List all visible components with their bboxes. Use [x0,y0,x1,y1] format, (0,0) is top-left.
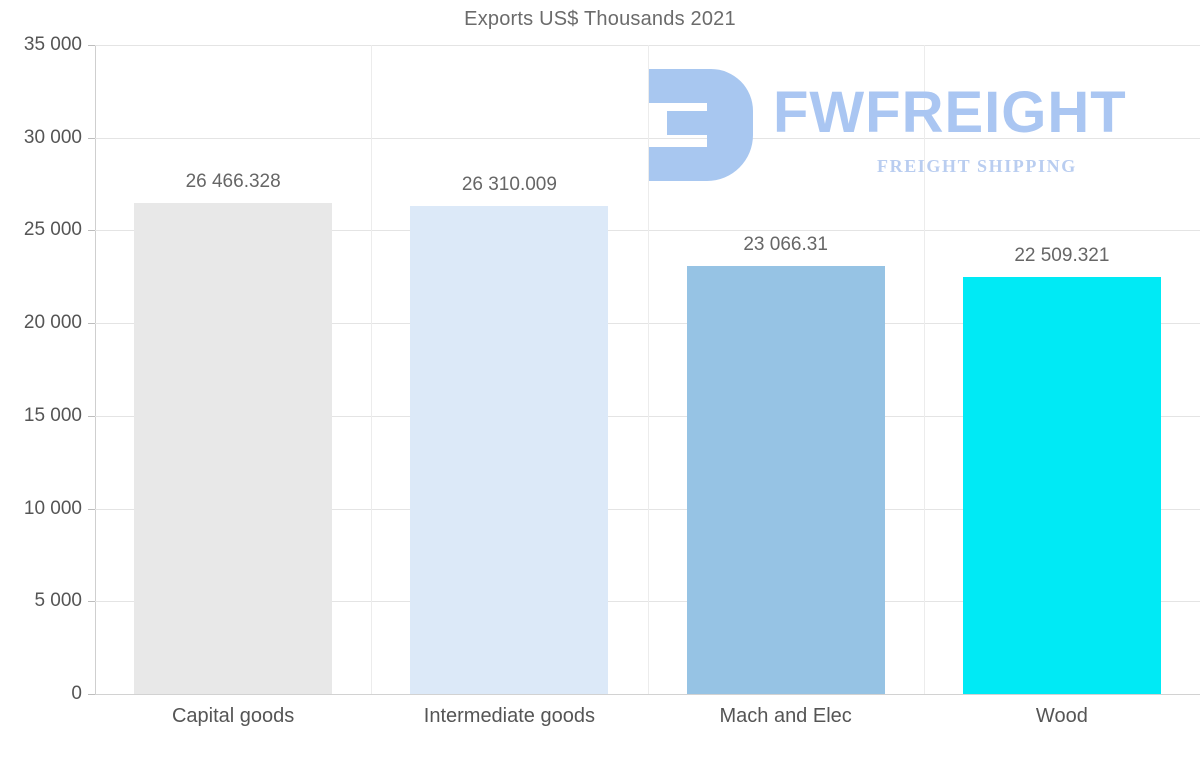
y-axis-tick-label: 30 000 [23,126,82,148]
chart-title: Exports US$ Thousands 2021 [464,8,736,30]
y-gridline [95,508,1200,510]
x-axis-category-label: Wood [1035,705,1088,727]
y-tick-mark [88,137,95,139]
x-axis-category-label: Mach and Elec [719,705,852,727]
y-tick-mark [88,230,95,232]
y-gridline [95,230,1200,232]
bar[interactable] [410,206,608,694]
bar-value-label: 22 509.321 [1014,244,1110,266]
y-axis-tick-label: 15 000 [23,404,82,426]
y-axis-tick-label: 20 000 [23,312,82,334]
plot-area [95,45,1200,695]
x-axis-category-label: Capital goods [171,705,295,727]
x-gridline [648,45,649,694]
y-tick-mark [88,601,95,603]
y-axis-tick-label: 25 000 [23,219,82,241]
y-axis-tick-label: 10 000 [23,497,82,519]
y-gridline [95,694,1200,695]
bar[interactable] [687,266,885,694]
y-gridline [95,601,1200,603]
y-tick-mark [88,415,95,417]
y-gridline [95,415,1200,417]
y-tick-mark [88,508,95,510]
x-gridline [924,45,925,694]
bar[interactable] [963,276,1161,694]
y-axis-tick-label: 35 000 [23,34,82,55]
y-gridline [95,137,1200,139]
y-gridline [95,45,1200,46]
y-gridline [95,323,1200,325]
bar-value-label: 26 310.009 [461,174,557,196]
bar[interactable] [134,203,332,694]
y-tick-mark [88,694,95,695]
x-axis-category-label: Intermediate goods [423,705,595,727]
y-tick-mark [88,45,95,46]
y-axis-tick-label: 0 [71,683,82,704]
y-axis-tick-label: 5 000 [34,590,82,612]
bar-value-label: 23 066.31 [743,234,828,256]
y-tick-mark [88,323,95,325]
x-gridline [371,45,372,694]
bar-value-label: 26 466.328 [185,171,281,193]
y-axis-line [95,45,96,694]
